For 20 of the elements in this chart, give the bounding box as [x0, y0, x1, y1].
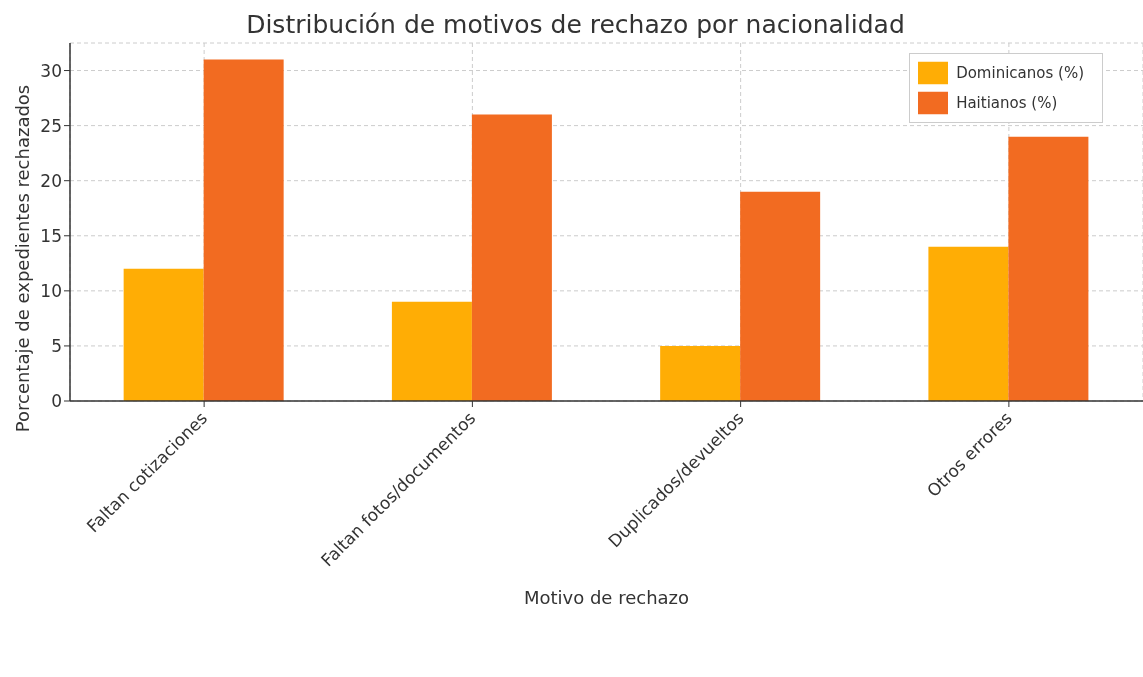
bar	[928, 246, 1009, 401]
y-tick-label: 5	[51, 335, 62, 356]
y-tick-label: 30	[40, 60, 62, 81]
y-tick-label: 20	[40, 170, 62, 191]
bar	[203, 59, 284, 401]
bar	[123, 268, 204, 401]
y-tick-label: 0	[51, 391, 62, 412]
bar	[660, 345, 741, 401]
bar	[471, 114, 552, 401]
bar	[1008, 136, 1089, 401]
y-axis-title: Porcentaje de expedientes rechazados	[12, 84, 34, 432]
y-tick-label: 15	[40, 225, 62, 246]
legend-label: Haitianos (%)	[956, 93, 1058, 112]
legend-label: Dominicanos (%)	[956, 63, 1084, 82]
bar	[740, 191, 821, 401]
y-tick-label: 25	[40, 115, 62, 136]
x-axis-title: Motivo de rechazo	[523, 587, 690, 608]
y-tick-label: 10	[40, 280, 62, 301]
bar	[391, 301, 472, 401]
chart-title: Distribución de motivos de rechazo por nacionalidad	[245, 10, 906, 39]
